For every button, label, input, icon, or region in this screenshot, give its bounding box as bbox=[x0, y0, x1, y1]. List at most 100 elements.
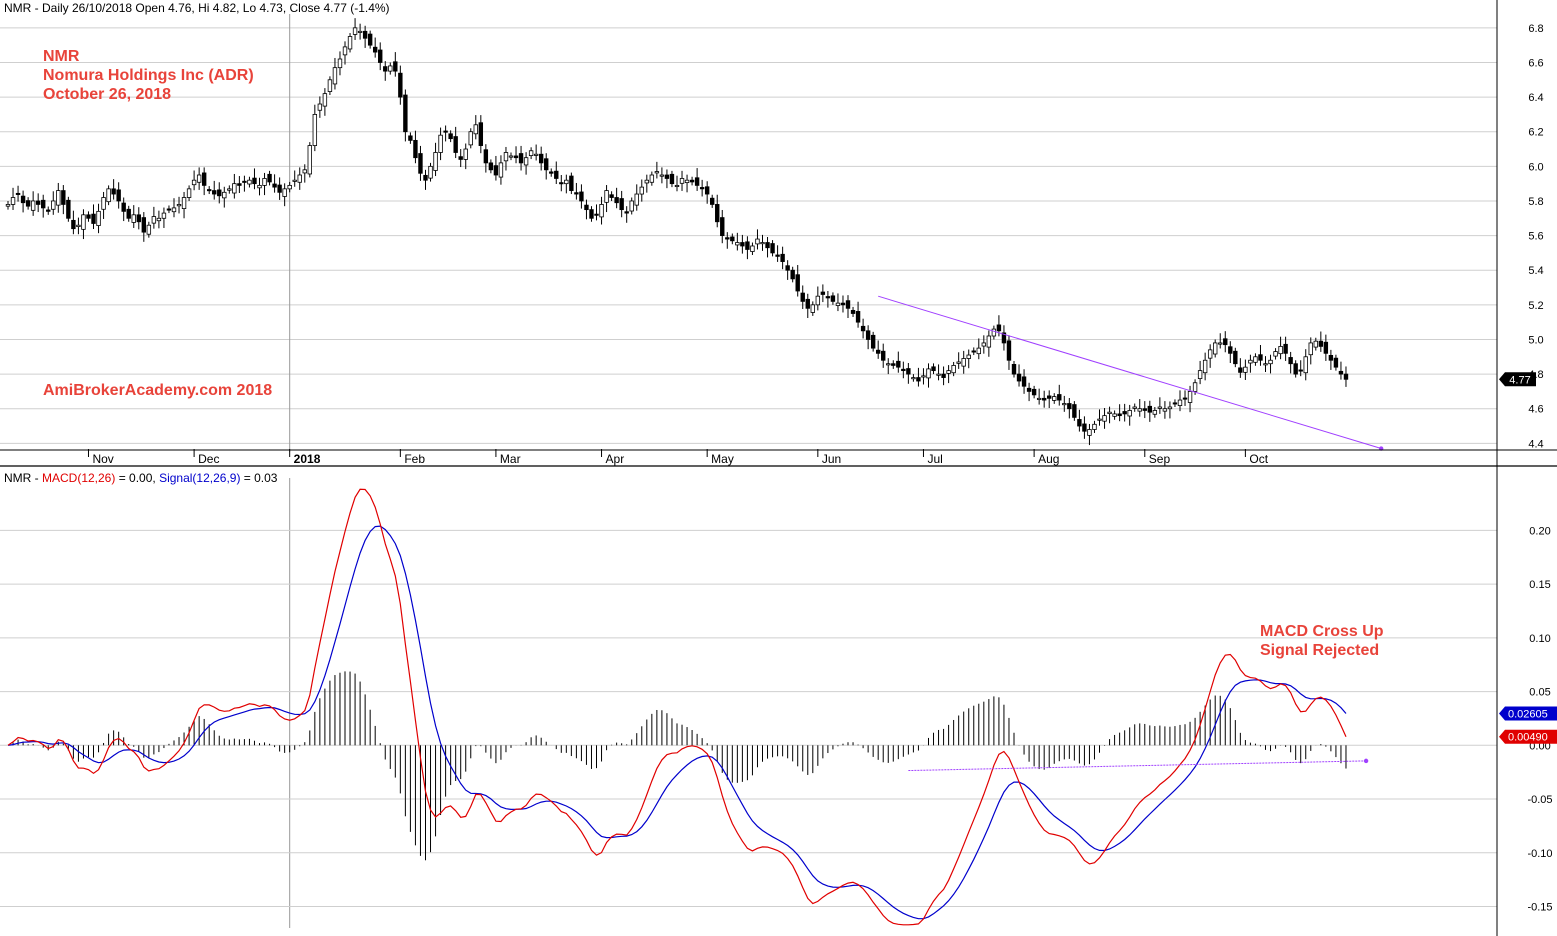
candle-body bbox=[1097, 418, 1102, 421]
candle-body bbox=[1318, 340, 1324, 347]
candle-body bbox=[1001, 332, 1007, 344]
candle-body bbox=[875, 349, 881, 354]
candle-body bbox=[428, 165, 433, 179]
candle-body bbox=[740, 242, 745, 247]
candle-body bbox=[473, 124, 478, 135]
price-tick-label: 5.2 bbox=[1528, 300, 1543, 312]
candle-body bbox=[317, 103, 323, 111]
candle-body bbox=[634, 193, 639, 206]
macd-tick-label: 0.05 bbox=[1529, 687, 1550, 699]
candle-body bbox=[1263, 363, 1268, 366]
candle-body bbox=[1036, 397, 1042, 400]
candle-body bbox=[986, 335, 992, 348]
candle-body bbox=[76, 224, 81, 227]
candle-body bbox=[674, 184, 680, 187]
candle-body bbox=[1041, 397, 1047, 401]
candle-body bbox=[212, 190, 217, 195]
candle-body bbox=[1132, 406, 1137, 409]
candle-body bbox=[1308, 342, 1313, 356]
candle-body bbox=[388, 65, 393, 72]
macd-y-axis-labels: -0.15-0.10-0.050.000.050.100.150.20 bbox=[1527, 525, 1552, 913]
candle-body bbox=[403, 94, 408, 133]
candle-body bbox=[191, 179, 197, 186]
candle-body bbox=[564, 179, 569, 185]
candle-body bbox=[1273, 351, 1278, 357]
candle-body bbox=[282, 188, 287, 197]
candle-body bbox=[1243, 366, 1248, 373]
candle-body bbox=[1162, 408, 1168, 412]
time-tick-label: May bbox=[711, 452, 734, 466]
candle-body bbox=[644, 179, 650, 184]
macd-tick-label: 0.10 bbox=[1529, 633, 1550, 645]
candle-body bbox=[5, 204, 11, 207]
candle-body bbox=[1268, 359, 1273, 365]
candle-body bbox=[589, 209, 594, 219]
macd-note-line-2: Signal Rejected bbox=[1260, 642, 1380, 659]
candle-body bbox=[614, 197, 619, 204]
candle-body bbox=[760, 242, 765, 245]
candle-body bbox=[865, 330, 871, 340]
candle-body bbox=[1223, 338, 1228, 346]
candle-body bbox=[1238, 367, 1243, 373]
candle-body bbox=[1293, 363, 1298, 375]
candle-body bbox=[237, 183, 242, 186]
candle-body bbox=[825, 296, 831, 299]
candle-body bbox=[438, 134, 443, 153]
candle-body bbox=[679, 178, 685, 184]
macd-tick-label: -0.05 bbox=[1527, 794, 1552, 806]
candle-body bbox=[1077, 419, 1082, 427]
candle-body bbox=[1283, 343, 1288, 354]
candle-body bbox=[704, 186, 710, 195]
price-tick-label: 5.0 bbox=[1528, 334, 1543, 346]
candle-body bbox=[1233, 350, 1238, 365]
candle-body bbox=[272, 183, 277, 188]
candle-body bbox=[911, 377, 916, 380]
candle-body bbox=[594, 213, 599, 216]
candle-body bbox=[991, 328, 997, 337]
candle-body bbox=[1167, 406, 1173, 410]
price-tick-label: 5.4 bbox=[1528, 265, 1543, 277]
candle-body bbox=[629, 200, 634, 212]
candle-body bbox=[433, 152, 438, 171]
candle-body bbox=[820, 291, 826, 295]
candle-body bbox=[1006, 340, 1012, 361]
candle-body bbox=[378, 49, 383, 63]
candle-body bbox=[533, 153, 539, 156]
candle-body bbox=[493, 165, 499, 176]
candle-body bbox=[10, 197, 16, 205]
candle-body bbox=[694, 177, 700, 186]
candlestick-series bbox=[5, 18, 1349, 446]
price-header: NMR - Daily 26/10/2018 Open 4.76, Hi 4.8… bbox=[4, 1, 390, 15]
candle-body bbox=[544, 158, 549, 171]
candle-body bbox=[770, 243, 775, 254]
candle-body bbox=[951, 365, 956, 374]
candle-body bbox=[1157, 406, 1163, 409]
candle-body bbox=[372, 46, 378, 53]
candle-body bbox=[443, 130, 448, 133]
time-tick-label: Aug bbox=[1038, 452, 1059, 466]
price-tick-label: 6.0 bbox=[1528, 161, 1543, 173]
candle-body bbox=[81, 214, 86, 230]
candle-body bbox=[725, 237, 730, 240]
candle-body bbox=[1248, 359, 1253, 364]
macd-trend-line-segment bbox=[908, 760, 1367, 772]
time-tick-label: Nov bbox=[92, 452, 113, 466]
macd-last-value-label: 0.00490 bbox=[1508, 732, 1548, 744]
candle-body bbox=[830, 295, 836, 302]
candle-body bbox=[559, 182, 564, 185]
candle-body bbox=[126, 208, 131, 219]
candle-body bbox=[257, 184, 262, 189]
last-price-marker: 4.77 bbox=[1499, 372, 1536, 387]
candle-body bbox=[106, 188, 111, 203]
candle-body bbox=[810, 304, 815, 313]
time-tick-label: Apr bbox=[606, 452, 625, 466]
candle-body bbox=[41, 199, 46, 209]
candle-body bbox=[206, 189, 212, 192]
candle-body bbox=[423, 174, 428, 181]
candle-body bbox=[242, 180, 247, 183]
candle-body bbox=[835, 302, 841, 306]
candle-body bbox=[609, 194, 614, 198]
candle-body bbox=[715, 204, 720, 223]
candle-body bbox=[790, 269, 795, 280]
